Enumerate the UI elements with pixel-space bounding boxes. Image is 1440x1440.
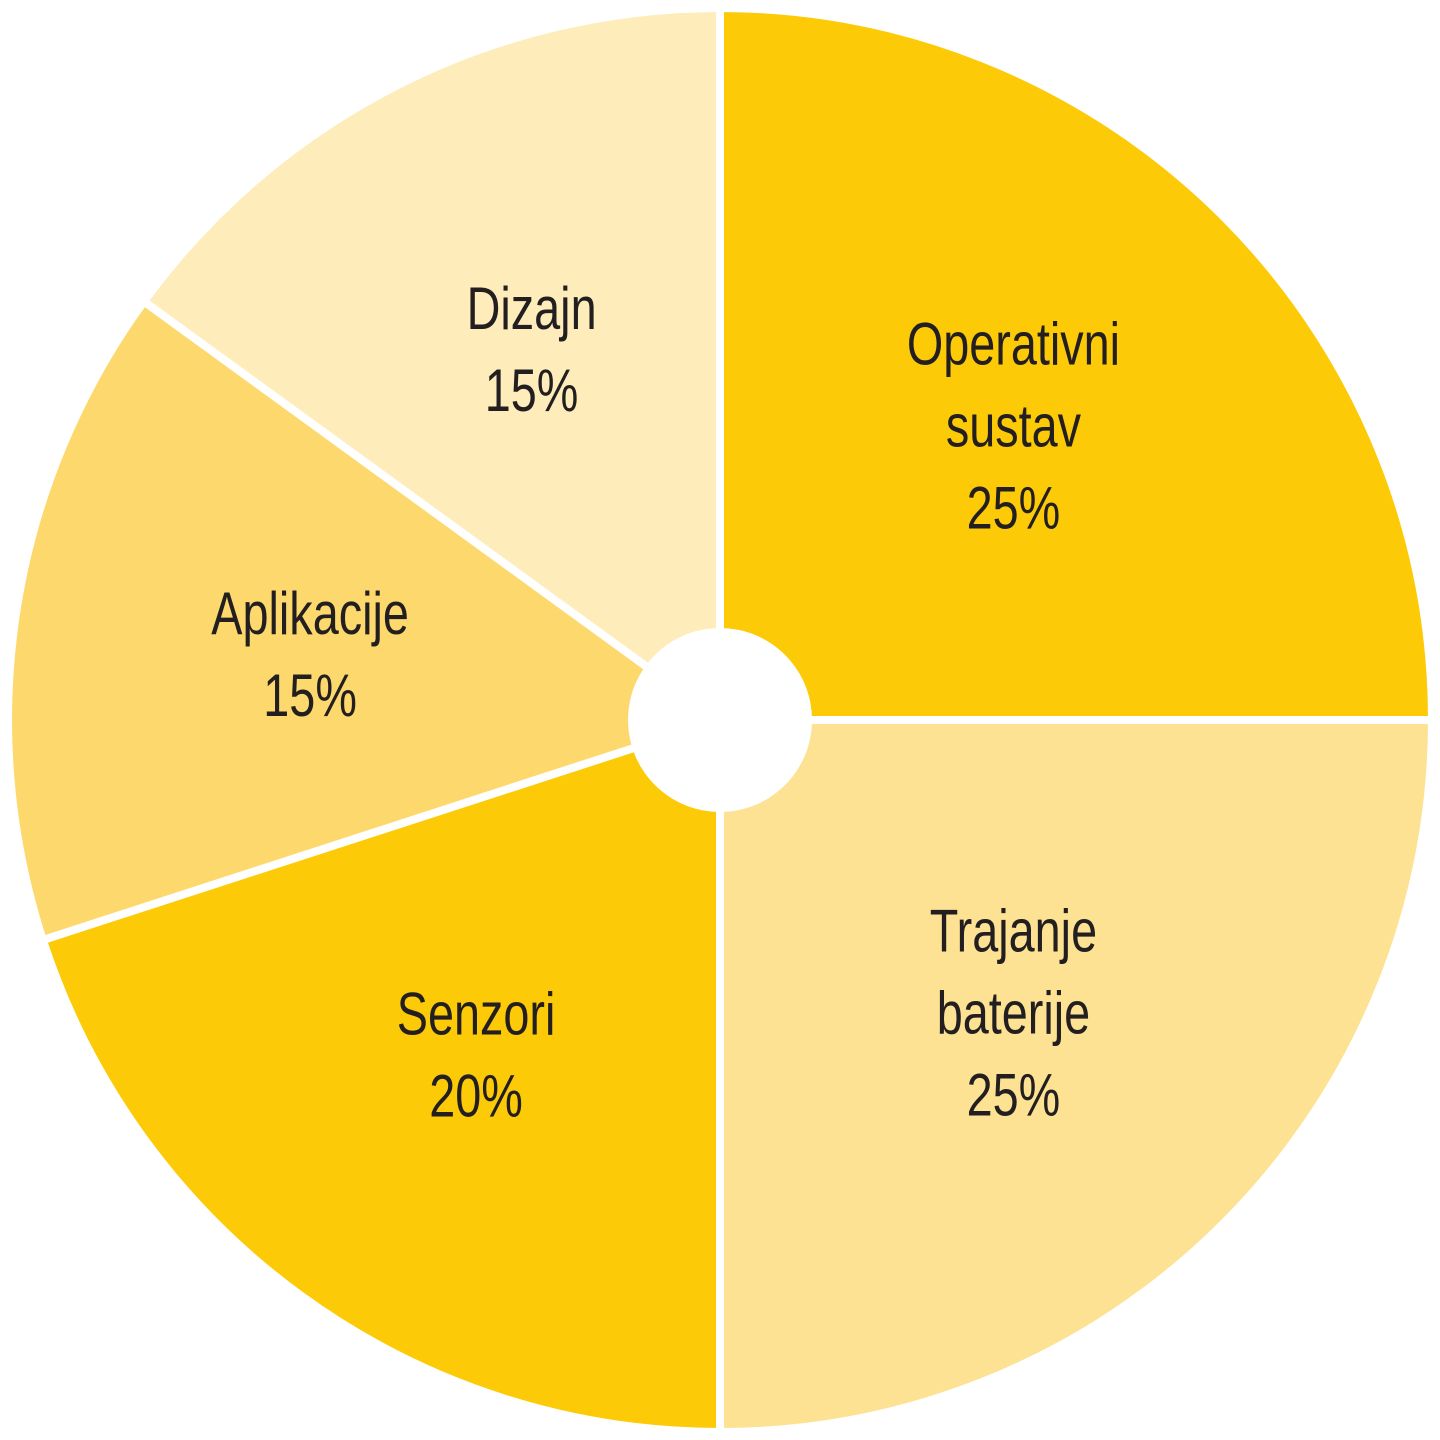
slice-label: baterije — [937, 980, 1090, 1047]
slice-value-label: 15% — [485, 358, 579, 425]
pie-slice — [716, 716, 1437, 1437]
pie-slice — [4, 295, 729, 946]
pie-slice — [138, 3, 724, 728]
pie-slice — [37, 714, 724, 1437]
slice-value-label: 20% — [429, 1063, 523, 1130]
slice-label: Trajanje — [930, 898, 1097, 965]
labels-layer: Operativni sustav 25% Trajanje baterije 25% Se… — [211, 276, 1120, 1130]
slice-label: Aplikacije — [211, 581, 409, 648]
slices-layer — [4, 3, 1437, 1437]
slice-label-group: Trajanje baterije 25% — [930, 898, 1097, 1129]
slice-value-label: 15% — [263, 663, 357, 730]
slice-value-label: 25% — [967, 1062, 1061, 1129]
slice-label: Operativni — [907, 311, 1120, 378]
pie-slice — [716, 3, 1437, 724]
slice-label: Dizajn — [467, 276, 597, 343]
slice-label: Senzori — [397, 981, 556, 1048]
center-hole — [628, 628, 812, 812]
slice-label: sustav — [946, 393, 1081, 460]
slice-label-group: Aplikacije 15% — [211, 581, 409, 730]
slice-label-group: Dizajn 15% — [467, 276, 597, 425]
slice-label-group: Operativni sustav 25% — [907, 311, 1120, 542]
slice-label-group: Senzori 20% — [397, 981, 556, 1130]
slice-value-label: 25% — [967, 475, 1061, 542]
